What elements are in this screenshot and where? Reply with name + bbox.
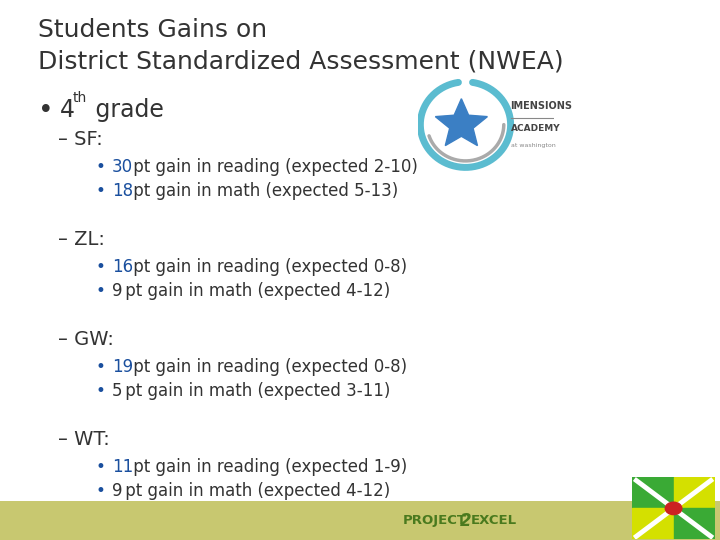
- Text: •: •: [95, 358, 105, 376]
- Text: ACADEMY: ACADEMY: [510, 124, 560, 133]
- Circle shape: [665, 502, 682, 515]
- Text: grade: grade: [88, 98, 164, 122]
- Text: – GW:: – GW:: [58, 330, 114, 349]
- Bar: [0, 501, 720, 540]
- Text: 2: 2: [460, 511, 472, 530]
- Text: at washington: at washington: [510, 143, 555, 148]
- Text: •: •: [95, 482, 105, 500]
- Text: •: •: [95, 158, 105, 176]
- Text: 9: 9: [112, 282, 122, 300]
- Polygon shape: [632, 477, 674, 509]
- Text: pt gain in reading (expected 0-8): pt gain in reading (expected 0-8): [128, 358, 407, 376]
- Text: – WT:: – WT:: [58, 430, 109, 449]
- Text: District Standardized Assessment (NWEA): District Standardized Assessment (NWEA): [38, 50, 564, 74]
- Text: pt gain in math (expected 4-12): pt gain in math (expected 4-12): [120, 282, 391, 300]
- Text: •: •: [95, 182, 105, 200]
- Text: 16: 16: [112, 258, 133, 276]
- Text: pt gain in math (expected 5-13): pt gain in math (expected 5-13): [128, 182, 398, 200]
- Text: 18: 18: [112, 182, 133, 200]
- Text: – SF:: – SF:: [58, 130, 103, 149]
- Polygon shape: [632, 509, 674, 539]
- Text: •: •: [95, 382, 105, 400]
- Text: th: th: [73, 91, 87, 105]
- Polygon shape: [436, 99, 487, 146]
- Text: •: •: [38, 98, 53, 124]
- Text: EXCEL: EXCEL: [471, 514, 518, 527]
- Text: pt gain in reading (expected 0-8): pt gain in reading (expected 0-8): [128, 258, 407, 276]
- Polygon shape: [674, 477, 715, 509]
- Text: 5: 5: [112, 382, 122, 400]
- Text: •: •: [95, 282, 105, 300]
- Text: 4: 4: [60, 98, 75, 122]
- Text: 9: 9: [112, 482, 122, 500]
- Polygon shape: [674, 509, 715, 539]
- Text: 30: 30: [112, 158, 133, 176]
- Text: PROJECT: PROJECT: [403, 514, 467, 527]
- Text: 19: 19: [112, 358, 133, 376]
- Text: – ZL:: – ZL:: [58, 230, 105, 249]
- Text: 11: 11: [112, 458, 133, 476]
- Text: •: •: [95, 458, 105, 476]
- Text: •: •: [95, 258, 105, 276]
- Text: pt gain in math (expected 3-11): pt gain in math (expected 3-11): [120, 382, 391, 400]
- Text: pt gain in reading (expected 2-10): pt gain in reading (expected 2-10): [128, 158, 418, 176]
- Text: pt gain in reading (expected 1-9): pt gain in reading (expected 1-9): [128, 458, 408, 476]
- Text: IMENSIONS: IMENSIONS: [510, 102, 572, 111]
- Text: Students Gains on: Students Gains on: [38, 18, 267, 42]
- Text: pt gain in math (expected 4-12): pt gain in math (expected 4-12): [120, 482, 391, 500]
